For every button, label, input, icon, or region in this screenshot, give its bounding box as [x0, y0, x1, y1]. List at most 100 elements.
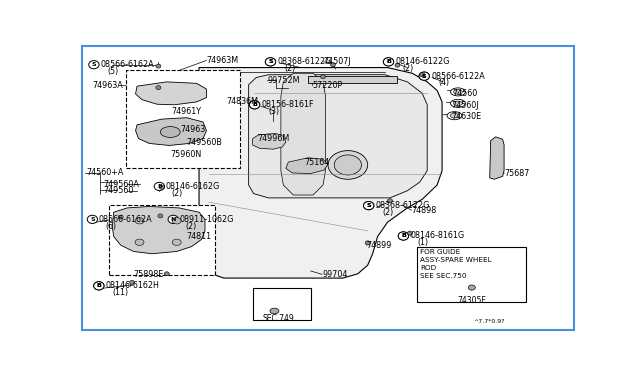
Text: 74898: 74898 — [412, 206, 436, 215]
Ellipse shape — [154, 182, 164, 190]
Text: (2): (2) — [284, 64, 296, 73]
Ellipse shape — [93, 282, 104, 290]
Text: S: S — [422, 74, 426, 78]
Text: 74630E: 74630E — [451, 112, 481, 121]
Ellipse shape — [451, 88, 465, 96]
Text: ^7.7*0.9?: ^7.7*0.9? — [474, 320, 505, 324]
Text: 74963M: 74963M — [207, 56, 239, 65]
Bar — [308, 76, 397, 83]
Text: (2): (2) — [186, 222, 197, 231]
Text: SEC.749: SEC.749 — [262, 314, 294, 323]
Text: B: B — [386, 59, 391, 64]
Text: (4): (4) — [438, 78, 449, 87]
Ellipse shape — [250, 101, 260, 109]
Text: B: B — [386, 59, 391, 64]
Text: 99704: 99704 — [322, 270, 348, 279]
Ellipse shape — [451, 99, 465, 108]
Text: 749560: 749560 — [104, 186, 134, 195]
Ellipse shape — [330, 63, 335, 67]
Ellipse shape — [158, 214, 163, 218]
Text: 749560B: 749560B — [187, 138, 223, 147]
Ellipse shape — [270, 308, 279, 314]
Text: S: S — [268, 59, 273, 64]
Ellipse shape — [419, 72, 429, 80]
Text: 08146-6162H: 08146-6162H — [106, 281, 159, 290]
Ellipse shape — [156, 86, 161, 90]
Text: 75687: 75687 — [504, 169, 529, 178]
Text: 74836M: 74836M — [227, 97, 259, 106]
Ellipse shape — [364, 202, 374, 210]
Text: 75898E: 75898E — [134, 270, 164, 279]
Text: (2): (2) — [172, 189, 183, 198]
Text: 08566-6162A: 08566-6162A — [101, 60, 154, 69]
Text: 74899: 74899 — [367, 241, 392, 250]
Text: 74305F: 74305F — [458, 296, 486, 305]
Text: S: S — [366, 203, 371, 208]
Ellipse shape — [454, 101, 463, 106]
Text: 08146-8161G: 08146-8161G — [410, 231, 465, 240]
Ellipse shape — [398, 232, 408, 240]
Ellipse shape — [419, 72, 429, 80]
Bar — [109, 205, 216, 275]
Ellipse shape — [250, 101, 260, 109]
Text: 74996M: 74996M — [257, 134, 290, 143]
Ellipse shape — [398, 232, 408, 240]
Ellipse shape — [328, 151, 367, 179]
Polygon shape — [253, 134, 286, 149]
Bar — [253, 288, 311, 320]
Ellipse shape — [266, 58, 276, 66]
Ellipse shape — [365, 241, 370, 245]
Ellipse shape — [321, 75, 326, 79]
Ellipse shape — [159, 185, 164, 189]
Bar — [125, 70, 240, 168]
Ellipse shape — [334, 155, 362, 175]
Ellipse shape — [93, 282, 104, 290]
Polygon shape — [286, 158, 328, 173]
Text: 08368-6122G: 08368-6122G — [277, 57, 332, 66]
Text: (2): (2) — [403, 64, 413, 73]
Text: 99752M: 99752M — [268, 76, 300, 85]
Text: B: B — [157, 184, 162, 189]
Text: 08566-6162A: 08566-6162A — [99, 215, 152, 224]
Ellipse shape — [450, 113, 459, 118]
Text: 08368-6122G: 08368-6122G — [376, 201, 430, 210]
Ellipse shape — [172, 239, 181, 246]
Text: 74963: 74963 — [180, 125, 205, 134]
Text: 74507J: 74507J — [323, 57, 351, 66]
Text: 74961Y: 74961Y — [172, 107, 202, 116]
Text: S: S — [90, 217, 95, 222]
Text: (11): (11) — [112, 288, 129, 297]
Text: (5): (5) — [108, 67, 118, 76]
Text: (1): (1) — [417, 238, 428, 247]
Ellipse shape — [408, 231, 412, 235]
Text: 08566-6122A: 08566-6122A — [431, 72, 485, 81]
Bar — [417, 247, 526, 302]
Text: 75960N: 75960N — [171, 150, 202, 158]
Ellipse shape — [164, 272, 169, 276]
Text: 74811: 74811 — [187, 232, 212, 241]
Text: 74560J: 74560J — [451, 101, 479, 110]
Text: 57220P: 57220P — [312, 81, 342, 90]
Text: S: S — [422, 74, 426, 78]
Polygon shape — [112, 206, 205, 254]
Ellipse shape — [364, 202, 374, 210]
Text: S: S — [366, 203, 371, 208]
Text: (3): (3) — [269, 107, 280, 116]
Ellipse shape — [383, 58, 394, 66]
Ellipse shape — [156, 64, 161, 68]
Text: B: B — [252, 102, 257, 107]
Ellipse shape — [468, 285, 476, 290]
Text: N: N — [171, 217, 176, 222]
Ellipse shape — [135, 218, 144, 224]
Text: B: B — [252, 102, 257, 107]
Polygon shape — [490, 137, 504, 179]
Ellipse shape — [161, 126, 180, 137]
Text: 08911-1062G: 08911-1062G — [179, 215, 234, 224]
Ellipse shape — [266, 58, 276, 66]
Text: B: B — [401, 234, 406, 238]
Ellipse shape — [87, 215, 97, 224]
Text: B: B — [401, 234, 406, 238]
Ellipse shape — [383, 58, 394, 66]
Text: B: B — [97, 283, 101, 288]
Text: 74560: 74560 — [452, 89, 477, 99]
